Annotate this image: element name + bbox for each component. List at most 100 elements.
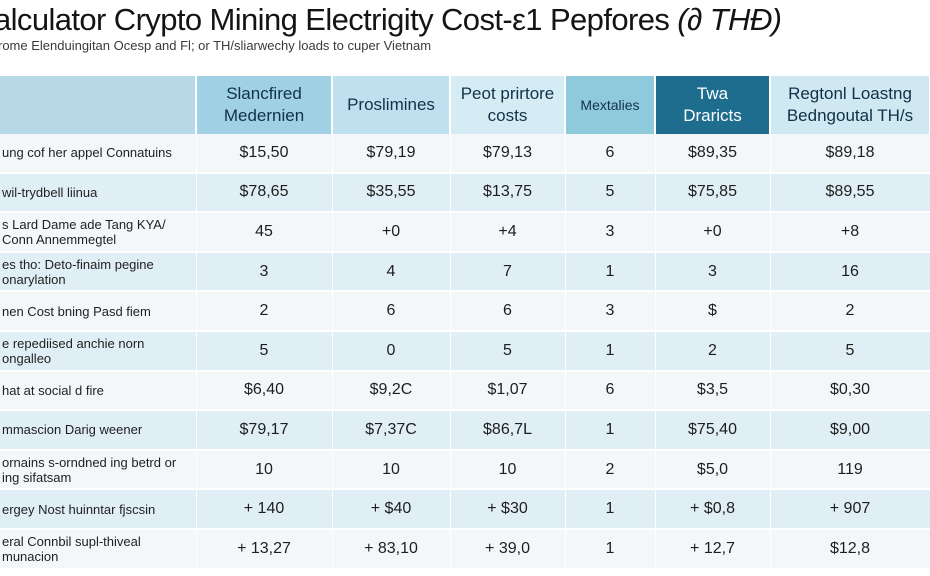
column-header-0 xyxy=(0,76,197,134)
table-cell: 2 xyxy=(565,449,656,491)
row-label-line: eral Connbil supl-thiveal xyxy=(2,533,141,549)
column-header-line: Slancfired xyxy=(226,84,302,103)
table-cell: 1 xyxy=(565,330,656,372)
row-label: ung cof her appel Connatuins xyxy=(0,134,197,174)
table-row: nen Cost bning Pasd fiem 2 6 6 3 $2 xyxy=(0,291,930,332)
table-cell: + 907 xyxy=(770,489,930,530)
table-cell: + $30 xyxy=(450,489,566,530)
row-label-line: ing sifatsam xyxy=(2,469,72,485)
table-cell: $89,18 xyxy=(770,134,930,174)
row-label: wil-trydbell liinua xyxy=(0,172,197,214)
table-cell: $78,65 xyxy=(196,172,333,214)
table-row: ergey Nost huinntar fjscsin + 140 + $40 + $… xyxy=(0,489,930,530)
row-label-line: e repediised anchie norn xyxy=(2,335,145,351)
table-cell: 10 xyxy=(332,449,451,491)
table-cell: 6 xyxy=(565,370,656,412)
row-label: ornains s-orndned ing betrd or ing sifats… xyxy=(0,449,197,491)
table-cell: $15,50 xyxy=(196,134,333,174)
header-row: Slancfired Medernien Proslimines Peot prirt… xyxy=(0,76,930,134)
column-header-line: Bedngoutal TH/s xyxy=(786,106,914,125)
table-cell: $75,85 xyxy=(655,172,771,214)
table-cell: $ xyxy=(655,291,771,332)
table-cell: 10 xyxy=(196,449,333,491)
row-label-line: ornains s-orndned ing betrd or xyxy=(2,454,177,470)
table-cell: $0,30 xyxy=(770,370,930,412)
row-label-line: onarylation xyxy=(2,271,66,287)
column-header-line: Draricts xyxy=(683,106,742,125)
table-cell: $6,40 xyxy=(196,370,333,412)
row-label-line: es tho: Deto-finaim pegine xyxy=(2,256,154,272)
row-label-line: Conn Annemmegtel xyxy=(2,231,117,247)
table-cell: +8 xyxy=(770,212,930,253)
table-cell: 45 xyxy=(196,212,333,253)
row-label: ergey Nost huinntar fjscsin xyxy=(0,489,197,530)
table-cell: $86,7L xyxy=(450,410,566,451)
column-header-4: Mextalies xyxy=(565,76,656,134)
page-title-suffix: (∂ THƉ) xyxy=(677,2,782,37)
table-cell: +4 xyxy=(450,212,566,253)
table-cell: + $40 xyxy=(332,489,451,530)
column-header-6: Regtonl Loastng Bedngoutal TH/s xyxy=(770,76,930,134)
table-cell: $89,55 xyxy=(770,172,930,214)
table-row: eral Connbil supl-thiveal munacion + 13,27… xyxy=(0,528,930,570)
table-cell: +0 xyxy=(332,212,451,253)
table-cell: 1 xyxy=(565,489,656,530)
row-label-line: munacion xyxy=(2,548,59,564)
row-label-line: mmascion Darig weener xyxy=(2,422,143,438)
table-body: ung cof her appel Connatuins $15,50 $79,19… xyxy=(0,134,930,570)
table-cell: + 12,7 xyxy=(655,528,771,570)
column-header-line: Regtonl Loastng xyxy=(788,84,912,103)
table-cell: $12,8 xyxy=(770,528,930,570)
table-cell: + 39,0 xyxy=(450,528,566,570)
table-cell: 5 xyxy=(196,330,333,372)
row-label: mmascion Darig weener xyxy=(0,410,197,451)
table-cell: $7,37C xyxy=(332,410,451,451)
table-cell: $3,5 xyxy=(655,370,771,412)
table-row: ung cof her appel Connatuins $15,50 $79,19… xyxy=(0,134,930,174)
column-header-line: Mextalies xyxy=(580,97,640,113)
table-cell: 3 xyxy=(565,212,656,253)
table-cell: + $0,8 xyxy=(655,489,771,530)
table-cell: $13,75 xyxy=(450,172,566,214)
table-cell: 119 xyxy=(770,449,930,491)
table-cell: 1 xyxy=(565,528,656,570)
table-cell: $79,19 xyxy=(332,134,451,174)
table-cell: $35,55 xyxy=(332,172,451,214)
table-cell: 5 xyxy=(565,172,656,214)
column-header-2: Proslimines xyxy=(332,76,451,134)
row-label: hat at social d fire xyxy=(0,370,197,412)
table-cell: + 140 xyxy=(196,489,333,530)
row-label-line: nen Cost bning Pasd fiem xyxy=(2,303,151,319)
table-cell: $79,17 xyxy=(196,410,333,451)
column-header-5: Twa Draricts xyxy=(655,76,771,134)
table-row: ornains s-orndned ing betrd or ing sifats… xyxy=(0,449,930,491)
table-cell: $75,40 xyxy=(655,410,771,451)
row-label: nen Cost bning Pasd fiem xyxy=(0,291,197,332)
table-row: es tho: Deto-finaim pegine onarylation 3 4 7… xyxy=(0,251,930,293)
column-header-3: Peot prirtore costs xyxy=(450,76,566,134)
column-header-line: Medernien xyxy=(223,106,305,125)
table-cell: 4 xyxy=(332,251,451,293)
table-cell: 1 xyxy=(565,410,656,451)
page-title: alculator Crypto Mining Electrigity Cost… xyxy=(0,2,782,38)
table-cell: 6 xyxy=(450,291,566,332)
table-cell: 5 xyxy=(450,330,566,372)
table-cell: 1 xyxy=(565,251,656,293)
table-cell: 2 xyxy=(196,291,333,332)
table-cell: $89,35 xyxy=(655,134,771,174)
row-label-line: ergey Nost huinntar fjscsin xyxy=(2,501,156,517)
table-cell: 6 xyxy=(332,291,451,332)
table-cell: 2 xyxy=(655,330,771,372)
table-cell: $79,13 xyxy=(450,134,566,174)
cost-table: Slancfired Medernien Proslimines Peot prirt… xyxy=(0,76,930,570)
table-cell: 7 xyxy=(450,251,566,293)
row-label-line: ongalleo xyxy=(2,350,52,366)
table-cell: +0 xyxy=(655,212,771,253)
row-label-line: s Lard Dame ade Tang KYA/ xyxy=(2,216,166,232)
table-cell: 2 xyxy=(770,291,930,332)
table-cell: $5,0 xyxy=(655,449,771,491)
row-label-line: ung cof her appel Connatuins xyxy=(2,145,172,161)
column-header-line: costs xyxy=(487,106,528,125)
table-cell: $9,2C xyxy=(332,370,451,412)
